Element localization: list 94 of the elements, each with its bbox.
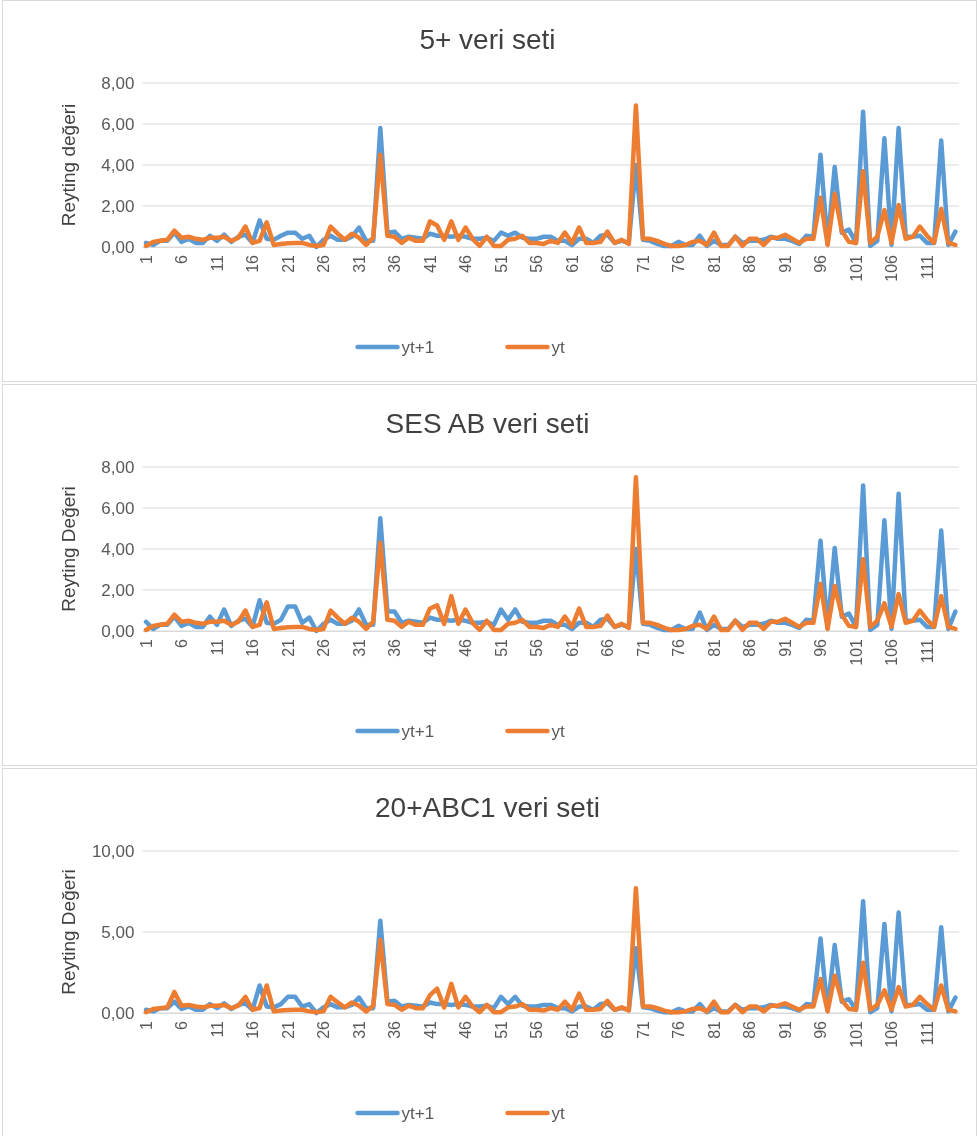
x-tick-label: 41 (421, 254, 439, 273)
x-tick-label: 81 (705, 254, 723, 273)
legend-label: yt+1 (401, 1104, 435, 1123)
x-tick-label: 71 (634, 1020, 652, 1039)
y-tick-label: 8,00 (101, 457, 135, 477)
x-tick-label: 111 (918, 638, 936, 664)
x-tick-label: 16 (244, 254, 261, 273)
x-tick-label: 61 (563, 638, 581, 657)
x-tick-label: 31 (350, 254, 368, 273)
x-tick-label: 21 (279, 638, 297, 657)
x-tick-label: 91 (776, 638, 794, 657)
x-tick-label: 71 (634, 254, 652, 273)
x-tick-label: 26 (315, 254, 332, 273)
legend-label: yt+1 (401, 338, 435, 357)
x-tick-label: 101 (847, 1020, 865, 1048)
x-tick-label: 11 (208, 638, 226, 656)
x-tick-label: 6 (173, 638, 190, 648)
x-tick-label: 31 (350, 638, 368, 657)
x-tick-label: 76 (670, 254, 687, 273)
x-tick-label: 76 (670, 1020, 687, 1039)
chart-title: SES AB veri seti (385, 408, 590, 439)
y-tick-label: 2,00 (101, 196, 135, 216)
x-tick-label: 21 (279, 254, 297, 273)
x-tick-label: 91 (776, 254, 794, 273)
x-tick-label: 26 (315, 1020, 332, 1039)
x-tick-label: 1 (137, 254, 155, 264)
x-tick-label: 41 (421, 1020, 439, 1039)
x-tick-label: 51 (492, 638, 510, 657)
x-tick-label: 6 (173, 254, 190, 264)
x-tick-label: 16 (244, 638, 261, 657)
x-tick-label: 96 (812, 254, 829, 273)
y-tick-label: 0,00 (101, 621, 135, 641)
x-tick-label: 56 (528, 638, 545, 657)
y-tick-label: 5,00 (101, 922, 135, 942)
x-tick-label: 81 (705, 1020, 723, 1039)
legend-label: yt+1 (401, 722, 435, 741)
x-tick-label: 51 (492, 1020, 510, 1039)
x-tick-label: 106 (883, 1020, 900, 1048)
x-tick-label: 11 (208, 1020, 226, 1038)
x-tick-label: 1 (137, 1020, 155, 1030)
x-tick-label: 26 (315, 638, 332, 657)
x-tick-label: 66 (599, 638, 616, 657)
x-tick-label: 101 (847, 254, 865, 282)
x-tick-label: 46 (457, 1020, 474, 1039)
x-tick-label: 86 (741, 638, 758, 657)
x-tick-label: 66 (599, 254, 616, 273)
x-tick-label: 36 (386, 254, 403, 273)
x-tick-label: 56 (528, 254, 545, 273)
x-tick-label: 86 (741, 254, 758, 273)
x-tick-label: 41 (421, 638, 439, 657)
x-tick-label: 71 (634, 638, 652, 657)
x-tick-label: 96 (812, 1020, 829, 1039)
x-tick-label: 96 (812, 638, 829, 657)
x-tick-label: 6 (173, 1020, 190, 1030)
x-tick-label: 101 (847, 638, 865, 666)
x-tick-label: 91 (776, 1020, 794, 1039)
y-tick-label: 6,00 (101, 114, 135, 134)
legend-label: yt (551, 338, 565, 357)
x-tick-label: 106 (883, 254, 900, 282)
legend-label: yt (551, 722, 565, 741)
y-tick-label: 0,00 (101, 237, 135, 257)
y-tick-label: 8,00 (101, 73, 135, 93)
y-axis-title: Reyting değeri (58, 103, 79, 227)
x-tick-label: 86 (741, 1020, 758, 1039)
x-tick-label: 106 (883, 638, 900, 666)
x-tick-label: 11 (208, 254, 226, 272)
y-axis-title: Reyting Değeri (58, 869, 79, 995)
x-tick-label: 61 (563, 254, 581, 273)
x-tick-label: 31 (350, 1020, 368, 1039)
x-tick-label: 36 (386, 1020, 403, 1039)
x-tick-label: 51 (492, 254, 510, 273)
x-tick-label: 46 (457, 638, 474, 657)
legend-label: yt (551, 1104, 565, 1123)
x-tick-label: 111 (918, 254, 936, 280)
x-tick-label: 81 (705, 638, 723, 657)
x-tick-label: 36 (386, 638, 403, 657)
x-tick-label: 16 (244, 1020, 261, 1039)
chart-title: 20+ABC1 veri seti (375, 792, 600, 823)
x-tick-label: 56 (528, 1020, 545, 1039)
x-tick-label: 66 (599, 1020, 616, 1039)
x-tick-label: 61 (563, 1020, 581, 1039)
y-axis-title: Reyting Değeri (58, 486, 79, 612)
y-tick-label: 10,00 (91, 841, 135, 861)
x-tick-label: 1 (137, 638, 155, 648)
x-tick-label: 76 (670, 638, 687, 657)
y-tick-label: 6,00 (101, 498, 135, 518)
x-tick-label: 21 (279, 1020, 297, 1039)
y-tick-label: 4,00 (101, 155, 135, 175)
y-tick-label: 4,00 (101, 539, 135, 559)
x-tick-label: 111 (918, 1020, 936, 1046)
y-tick-label: 0,00 (101, 1003, 135, 1023)
y-tick-label: 2,00 (101, 580, 135, 600)
chart-title: 5+ veri seti (419, 24, 556, 55)
x-tick-label: 46 (457, 254, 474, 273)
